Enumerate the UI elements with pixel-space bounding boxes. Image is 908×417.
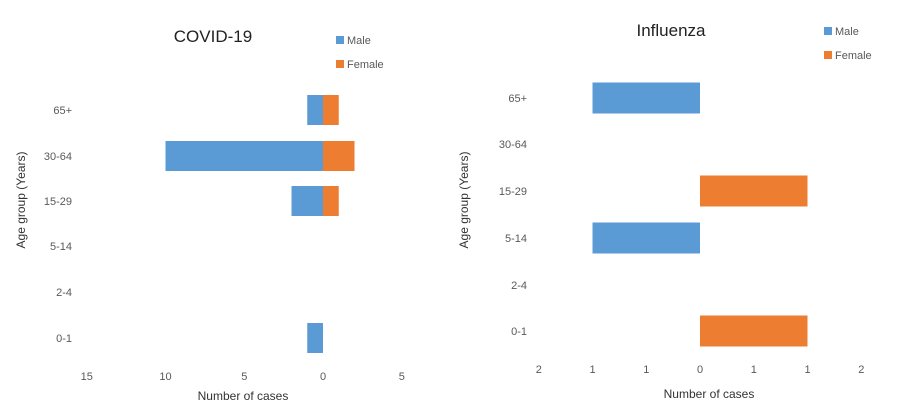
covid-xtick-label: 0 bbox=[320, 371, 326, 383]
covid-bar-female bbox=[323, 141, 355, 171]
covid-legend-swatch-male bbox=[336, 36, 344, 44]
flu-y-axis-label: Age group (Years) bbox=[457, 152, 471, 249]
flu-bar-male bbox=[592, 222, 700, 254]
covid-y-axis-label: Age group (Years) bbox=[14, 152, 28, 249]
covid-legend-swatch-female bbox=[336, 60, 344, 68]
covid-ytick-label: 65+ bbox=[53, 105, 72, 117]
flu-ytick-label: 5-14 bbox=[505, 233, 527, 245]
flu-xtick-label: 0 bbox=[697, 364, 703, 376]
covid-legend-label-female: Female bbox=[347, 59, 384, 71]
flu-ytick-label: 0-1 bbox=[511, 326, 527, 338]
covid-bar-male bbox=[165, 141, 323, 171]
flu-ytick-label: 65+ bbox=[508, 93, 527, 105]
flu-x-axis-label: Number of cases bbox=[664, 387, 755, 401]
flu-legend-label-female: Female bbox=[835, 50, 872, 62]
flu-bar-female bbox=[700, 175, 808, 207]
covid-xtick-label: 15 bbox=[81, 371, 93, 383]
covid-ytick-label: 0-1 bbox=[56, 333, 72, 345]
covid-x-axis-label: Number of cases bbox=[198, 389, 289, 403]
flu-ytick-label: 15-29 bbox=[499, 186, 527, 198]
flu-ytick-label: 2-4 bbox=[511, 280, 527, 292]
covid-ytick-label: 15-29 bbox=[44, 196, 72, 208]
flu-xtick-label: 1 bbox=[804, 364, 810, 376]
flu-legend-label-male: Male bbox=[835, 26, 859, 38]
covid-bar-male bbox=[307, 323, 323, 353]
covid-bar-male bbox=[307, 95, 323, 125]
flu-chart-title: Influenza bbox=[637, 21, 707, 40]
covid-ytick-label: 30-64 bbox=[44, 151, 72, 163]
flu-bar-female bbox=[700, 315, 808, 347]
covid-ytick-label: 2-4 bbox=[56, 287, 72, 299]
covid-xtick-label: 10 bbox=[159, 371, 171, 383]
flu-bar-male bbox=[592, 82, 700, 114]
flu-xtick-label: 1 bbox=[589, 364, 595, 376]
covid-xtick-label: 5 bbox=[399, 371, 405, 383]
flu-legend-swatch-female bbox=[824, 51, 832, 59]
flu-xtick-label: 2 bbox=[536, 364, 542, 376]
flu-xtick-label: 1 bbox=[751, 364, 757, 376]
covid-chart-title: COVID-19 bbox=[174, 27, 252, 46]
covid-legend-label-male: Male bbox=[347, 35, 371, 47]
covid-ytick-label: 5-14 bbox=[50, 241, 72, 253]
covid-xtick-label: 5 bbox=[241, 371, 247, 383]
covid-bar-male bbox=[291, 186, 323, 216]
covid-bar-female bbox=[323, 186, 339, 216]
flu-ytick-label: 30-64 bbox=[499, 139, 527, 151]
covid-bar-female bbox=[323, 95, 339, 125]
flu-xtick-label: 2 bbox=[858, 364, 864, 376]
flu-legend-swatch-male bbox=[824, 27, 832, 35]
flu-xtick-label: 1 bbox=[643, 364, 649, 376]
